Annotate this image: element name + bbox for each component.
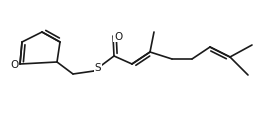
Text: O: O	[10, 59, 18, 69]
Text: O: O	[114, 32, 122, 42]
Text: S: S	[95, 62, 101, 72]
